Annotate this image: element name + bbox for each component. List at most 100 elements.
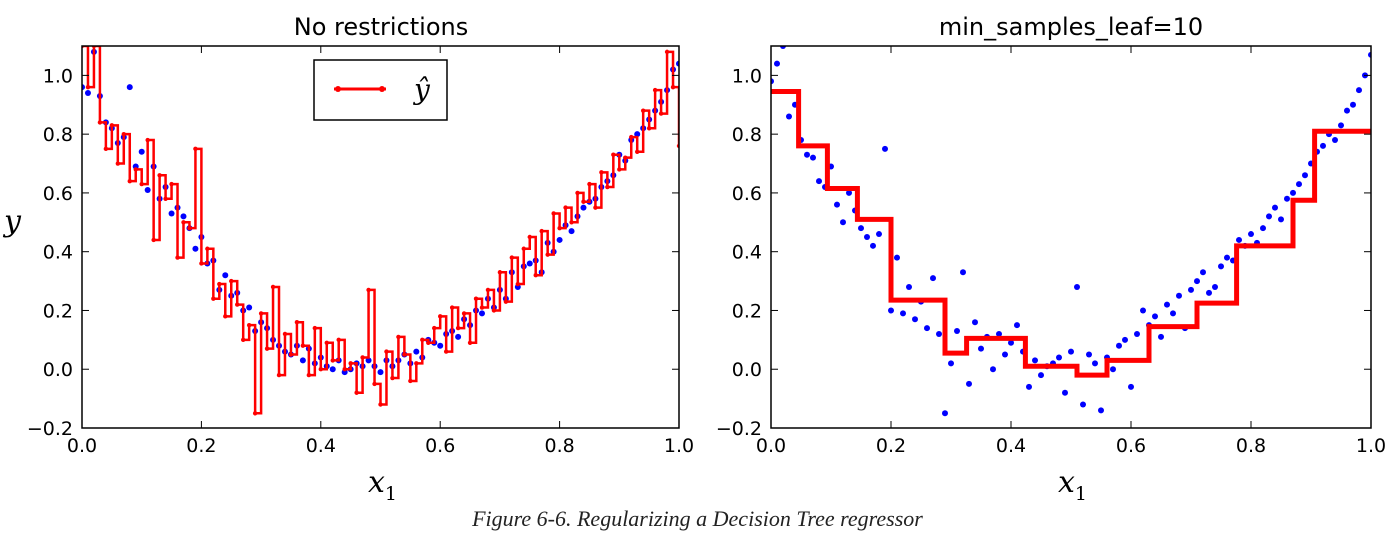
right-data-point — [1176, 292, 1182, 299]
right-data-point — [1170, 310, 1176, 317]
left-prediction-marker — [461, 311, 467, 316]
right-data-point — [846, 189, 852, 196]
left-prediction-marker — [545, 252, 550, 257]
left-prediction-marker — [485, 287, 491, 293]
right-data-point — [1218, 263, 1224, 270]
left-prediction-marker — [246, 322, 252, 328]
right-x-tick-label: 1.0 — [1356, 435, 1386, 457]
right-data-point — [972, 319, 978, 326]
left-data-point — [168, 210, 175, 217]
right-y-tick-label: 0.8 — [732, 124, 762, 146]
left-prediction-marker — [139, 181, 144, 187]
right-data-point — [1164, 301, 1170, 308]
left-prediction-marker — [426, 340, 431, 345]
right-y-tick-label: −0.2 — [716, 418, 762, 440]
left-data-point — [192, 245, 199, 252]
right-data-point — [1320, 142, 1326, 149]
right-chart-panel: min_samples_leaf=10 x1 0.0 0.2 0.4 0.6 0.8 1.… — [716, 13, 1386, 505]
left-data-point — [365, 357, 372, 364]
left-x-tick-label: 0.4 — [306, 435, 336, 457]
left-prediction-marker — [467, 340, 473, 345]
right-data-point — [858, 225, 864, 232]
right-data-point — [1110, 366, 1116, 373]
right-x-tick-label: 0.2 — [876, 435, 906, 457]
left-prediction-marker — [169, 181, 174, 187]
left-x-axis-label: x1 — [368, 465, 397, 505]
right-data-point — [966, 380, 972, 387]
left-prediction-marker — [217, 281, 222, 287]
left-prediction-marker — [133, 167, 138, 172]
left-data-point — [180, 213, 187, 220]
left-prediction-marker — [121, 131, 126, 137]
right-plot-area: 0.0 0.2 0.4 0.6 0.8 1.0−0.20.00.20.40.60.81.0 — [716, 45, 1386, 457]
right-data-point — [1260, 225, 1266, 232]
right-data-point — [906, 283, 912, 290]
left-y-tick-label: 0.6 — [43, 183, 73, 205]
left-prediction-marker — [336, 337, 341, 343]
left-prediction-marker — [282, 331, 288, 337]
left-prediction-marker — [527, 234, 532, 240]
right-data-point — [1140, 307, 1146, 314]
left-y-tick-label: 0.0 — [43, 359, 73, 381]
left-prediction-marker — [617, 167, 622, 172]
left-prediction-marker — [646, 126, 652, 131]
left-prediction-marker — [551, 211, 556, 216]
right-data-point — [1014, 322, 1020, 329]
left-prediction-marker — [342, 367, 347, 372]
left-prediction-marker — [175, 255, 180, 260]
left-prediction-marker — [205, 246, 210, 251]
left-prediction-marker — [360, 355, 365, 360]
left-prediction-marker — [605, 184, 610, 190]
right-data-point — [912, 316, 918, 323]
left-prediction-marker — [503, 299, 509, 304]
left-prediction-marker — [324, 340, 329, 345]
left-data-point — [568, 228, 575, 235]
left-prediction-marker — [449, 305, 455, 310]
left-prediction-marker — [438, 314, 443, 319]
left-prediction-marker — [235, 302, 240, 307]
right-data-point — [882, 145, 888, 152]
left-prediction-marker — [318, 367, 323, 372]
left-x-tick-label: 0.0 — [67, 435, 97, 457]
left-prediction-marker — [97, 120, 103, 125]
right-data-point — [1080, 401, 1086, 408]
right-data-point — [1152, 313, 1158, 320]
left-data-point — [478, 310, 485, 317]
right-data-point — [960, 269, 966, 276]
left-prediction-marker — [515, 281, 521, 287]
left-data-point — [246, 304, 253, 311]
right-data-point — [1098, 407, 1104, 414]
right-data-point — [1332, 137, 1338, 144]
left-data-point — [377, 369, 384, 376]
left-data-point — [144, 186, 151, 193]
right-x-tick-label: 0.4 — [996, 435, 1026, 457]
right-data-marks — [771, 46, 1371, 417]
left-prediction-marker — [658, 111, 664, 116]
right-data-point — [1278, 216, 1284, 223]
left-x-axis-label-main: x — [368, 465, 385, 500]
left-axes-frame — [81, 45, 680, 429]
right-data-point — [942, 410, 948, 417]
left-chart-title: No restrictions — [294, 13, 469, 41]
left-prediction-marker — [473, 296, 479, 301]
left-prediction-marker — [294, 320, 300, 325]
right-data-point — [870, 242, 876, 249]
right-data-point — [1302, 172, 1308, 179]
right-data-point — [1212, 283, 1218, 290]
right-data-point — [1338, 122, 1344, 129]
legend-label: ŷ — [412, 73, 431, 106]
left-y-tick-label: 1.0 — [43, 65, 73, 87]
right-y-tick-label: 0.4 — [732, 242, 762, 264]
left-prediction-marker — [199, 261, 204, 266]
right-y-tick-label: 0.2 — [732, 300, 762, 322]
right-data-point — [1224, 254, 1230, 261]
left-prediction-marker — [85, 84, 91, 90]
left-prediction-marker — [491, 308, 497, 313]
right-y-tick-label: 0.6 — [732, 183, 762, 205]
left-prediction-marker — [432, 325, 437, 331]
left-x-tick-label: 0.2 — [186, 435, 216, 457]
left-prediction-marker — [378, 402, 383, 407]
left-prediction-marker — [270, 284, 276, 290]
right-data-point — [1068, 348, 1074, 355]
right-data-point — [816, 178, 822, 185]
